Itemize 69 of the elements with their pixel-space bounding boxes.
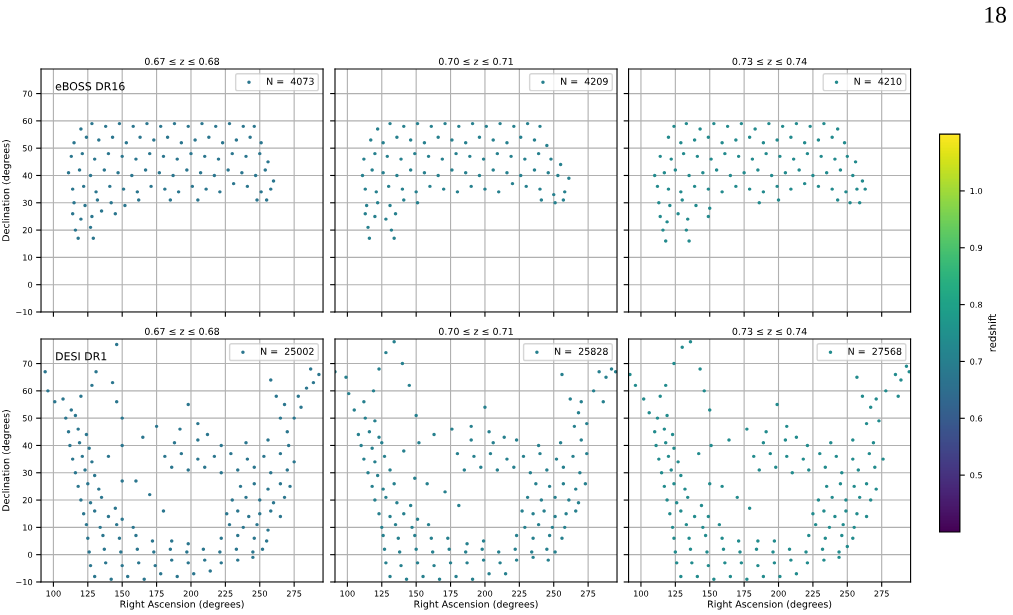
y-tick-label: 30 [22, 469, 33, 476]
x-tick-label: 225 [218, 590, 233, 597]
y-tick-label: 30 [22, 199, 33, 207]
y-axis-title: Declination (degrees) [2, 410, 12, 511]
x-tick-label: 250 [252, 590, 268, 597]
y-axis-title: Declination (degrees) [2, 140, 12, 241]
y-tick-label: −10 [16, 579, 33, 586]
color-bar-label: 1.0 [970, 187, 983, 195]
y-tick-label: 60 [22, 117, 33, 125]
color-bar-label: 0.7 [970, 358, 982, 365]
chart-title: 0.70 ≤ z ≤ 0.71 [438, 57, 513, 65]
x-tick-label: 250 [546, 590, 562, 597]
chart-title: 0.67 ≤ z ≤ 0.68 [144, 57, 220, 65]
y-tick-label: 10 [23, 254, 33, 261]
x-tick-label: 125 [374, 590, 389, 597]
x-axis-title: Right Ascension (degrees) [708, 600, 832, 610]
x-tick-label: 150 [409, 590, 424, 597]
x-tick-label: 275 [286, 590, 302, 597]
y-tick-label: −10 [16, 309, 33, 316]
x-tick-label: 225 [512, 590, 527, 597]
text: 18 [985, 6, 1007, 23]
x-axis-title: Right Ascension (degrees) [120, 600, 244, 610]
x-tick-label: 175 [149, 590, 164, 597]
x-tick-label: 150 [702, 590, 718, 597]
y-tick-label: 40 [22, 442, 33, 449]
x-tick-label: 200 [477, 590, 493, 597]
x-tick-label: 150 [115, 590, 130, 597]
chart-title: 0.67 ≤ z ≤ 0.68 [144, 327, 220, 335]
y-tick-label: 0 [28, 281, 33, 288]
y-tick-label: 70 [22, 90, 33, 97]
legend-label: N = 25828 [554, 347, 608, 355]
x-tick-label: 100 [46, 590, 61, 597]
x-tick-label: 175 [737, 590, 752, 597]
y-tick-label: 40 [22, 172, 33, 179]
chart-title: 0.73 ≤ z ≤ 0.74 [732, 57, 807, 65]
chart-title: 0.70 ≤ z ≤ 0.71 [438, 327, 513, 335]
y-tick-label: 20 [22, 497, 33, 504]
y-tick-label: 50 [22, 415, 33, 422]
y-tick-label: 0 [28, 551, 33, 558]
annotation: eBOSS DR16 [55, 82, 125, 91]
x-tick-label: 100 [340, 590, 355, 597]
x-tick-label: 200 [771, 590, 786, 597]
x-tick-label: 275 [874, 590, 889, 597]
x-tick-label: 200 [183, 590, 199, 597]
color-bar-label: 0.9 [970, 244, 983, 251]
y-tick-label: 10 [23, 524, 33, 531]
x-tick-label: 225 [805, 590, 821, 597]
color-bar-label: 0.5 [970, 472, 982, 479]
x-axis-title: Right Ascension (degrees) [414, 600, 538, 610]
color-bar-title: redshift [988, 314, 997, 352]
y-tick-label: 50 [22, 145, 33, 152]
x-tick-label: 175 [443, 590, 458, 597]
legend-label: N = 4073 [267, 77, 314, 85]
annotation: DESI DR1 [56, 352, 107, 361]
x-tick-label: 275 [580, 590, 596, 597]
legend-label: N = 27568 [848, 347, 902, 355]
color-bar-label: 0.8 [970, 301, 983, 308]
x-tick-label: 125 [668, 590, 683, 597]
x-tick-label: 100 [634, 590, 649, 597]
y-tick-label: 60 [22, 387, 33, 395]
color-bar-label: 0.6 [970, 415, 983, 422]
x-tick-label: 125 [80, 590, 95, 597]
legend-label: N = 4209 [561, 77, 608, 85]
legend-label: N = 4210 [854, 77, 902, 85]
y-tick-label: 20 [22, 227, 33, 234]
chart-title: 0.73 ≤ z ≤ 0.74 [732, 327, 807, 335]
y-tick-label: 70 [22, 360, 33, 367]
legend-label: N = 25002 [260, 347, 314, 355]
x-tick-label: 250 [840, 590, 855, 597]
